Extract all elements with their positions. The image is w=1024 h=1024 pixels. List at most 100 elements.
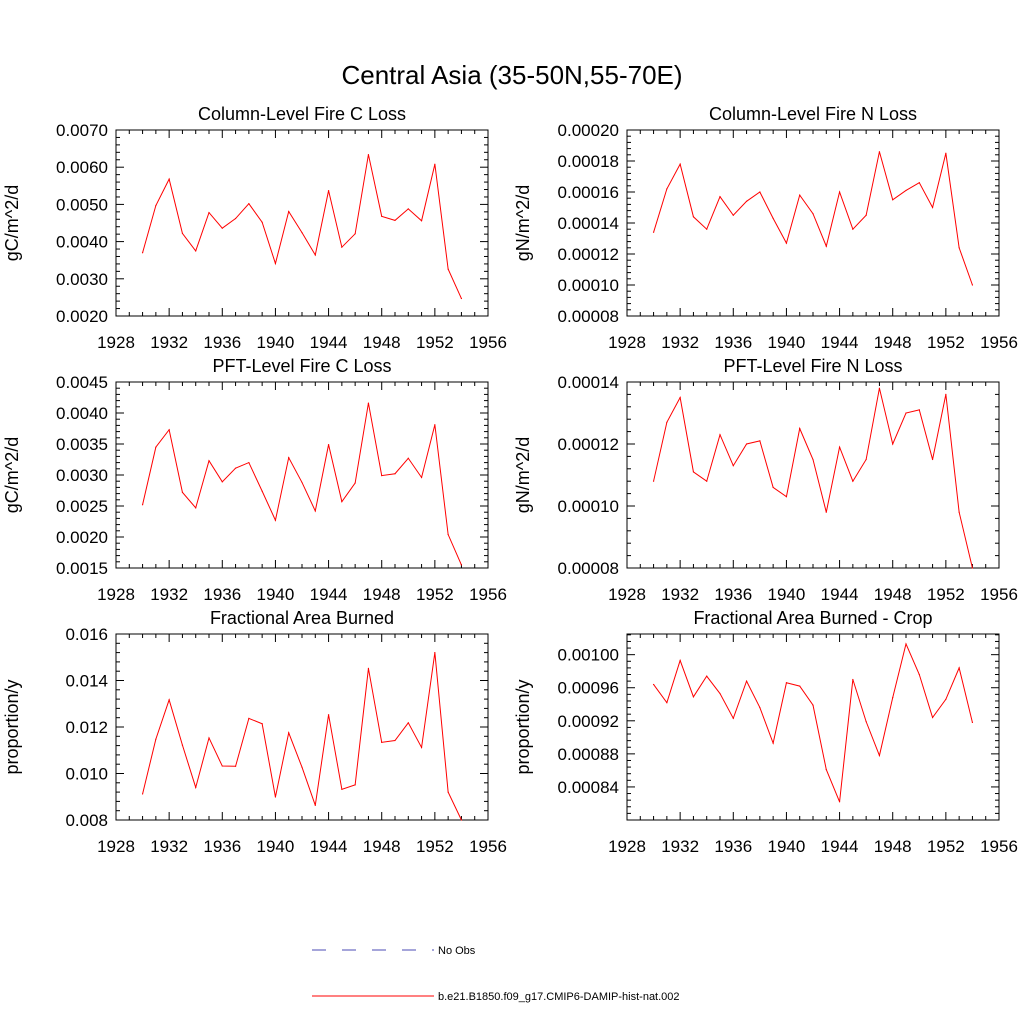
y-tick-label: 0.0050 [56,195,108,214]
data-point [971,721,974,724]
data-point [825,245,827,247]
x-tick-label: 1940 [768,585,806,604]
x-tick-label: 1928 [97,585,135,604]
data-point [931,458,934,461]
series-line [142,652,462,821]
data-point [892,697,894,699]
data-point [652,480,655,482]
data-point [341,246,343,248]
y-tick-label: 0.00008 [558,559,619,578]
data-point [719,434,721,436]
y-tick-label: 0.00012 [558,435,619,454]
x-tick-label: 1932 [150,837,188,856]
data-point [301,766,303,768]
x-tick-label: 1948 [363,837,401,856]
y-tick-label: 0.00014 [558,373,619,392]
data-point [234,467,237,469]
data-point [248,203,250,205]
panel-5: Fractional Area Burned proportion/y 1928 19… [2,608,507,856]
x-tick-label: 1948 [363,333,401,352]
data-point [314,510,316,512]
data-point [274,262,277,265]
data-point [679,396,681,399]
x-tick-label: 1936 [714,837,752,856]
data-point [838,191,841,193]
data-point [971,284,974,286]
panels-group: Column-Level Fire C Loss gC/m^2/d 1928 1932… [2,104,1018,856]
data-point [865,214,867,216]
x-tick-label: 1944 [310,585,348,604]
plot-frame [626,129,1000,317]
x-tick-label: 1936 [203,837,241,856]
panel-title: Fractional Area Burned - Crop [693,608,932,628]
data-point [288,210,290,213]
data-point [181,744,184,746]
y-axis-label: gC/m^2/d [2,185,22,261]
data-point [447,791,449,793]
y-tick-label: 0.0025 [56,497,108,516]
y-tick-label: 0.008 [65,811,108,830]
data-point [394,219,396,221]
data-point [706,480,708,482]
data-point [679,659,681,662]
y-tick-label: 0.0040 [56,404,108,423]
data-point [719,692,721,695]
x-tick-label: 1932 [661,837,699,856]
y-tick-label: 0.00012 [558,245,619,264]
data-point [892,199,894,201]
data-point [434,424,436,426]
data-point [799,194,801,196]
data-point [168,429,170,431]
plot-frame [115,129,489,317]
x-tick-label: 1952 [927,837,965,856]
x-tick-label: 1940 [257,837,295,856]
x-tick-label: 1956 [469,837,507,856]
x-tick-label: 1928 [608,585,646,604]
data-point [745,200,748,202]
data-point [652,683,655,686]
y-tick-label: 0.0040 [56,233,108,252]
x-tick-label: 1928 [608,333,646,352]
x-tick-label: 1944 [821,333,859,352]
x-tick-label: 1956 [980,333,1018,352]
data-point [221,765,223,767]
series-line [142,154,462,299]
panel-title: Column-Level Fire N Loss [709,104,917,124]
data-point [759,191,761,193]
data-point [327,714,330,716]
data-point [168,178,170,180]
data-point [852,228,854,230]
data-point [261,723,263,725]
y-tick-label: 0.016 [65,625,108,644]
data-point [261,221,263,223]
data-point [327,190,330,192]
data-point [745,443,748,445]
data-point [666,188,668,190]
plot-frame [115,381,489,569]
data-point [971,567,974,569]
y-tick-label: 0.00010 [558,276,619,295]
data-point [666,421,668,423]
panel-title: Column-Level Fire C Loss [198,104,406,124]
x-tick-label: 1936 [203,585,241,604]
y-axis-label: gN/m^2/d [513,437,533,513]
data-point [208,211,210,214]
x-tick-label: 1952 [416,837,454,856]
data-point [460,564,463,566]
data-point [865,721,867,723]
data-point [931,206,934,209]
panel-1: Column-Level Fire C Loss gC/m^2/d 1928 1932… [2,104,507,352]
y-tick-label: 0.00100 [558,646,619,665]
panel-title: Fractional Area Burned [210,608,394,628]
data-point [434,652,436,654]
y-tick-label: 0.00096 [558,679,619,698]
x-tick-label: 1944 [821,837,859,856]
data-point [301,481,303,484]
x-tick-label: 1932 [661,585,699,604]
data-point [141,793,144,795]
x-tick-label: 1952 [416,333,454,352]
data-point [274,519,277,521]
data-point [838,801,841,803]
data-point [706,675,708,677]
data-point [812,458,814,461]
